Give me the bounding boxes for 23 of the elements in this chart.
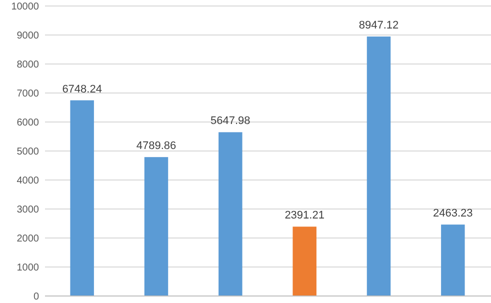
bar: [441, 224, 465, 296]
y-tick-label: 6000: [16, 118, 40, 128]
data-label: 8947.12: [358, 20, 399, 32]
bar: [218, 132, 242, 296]
bar: [144, 157, 168, 296]
y-tick-label: 7000: [16, 88, 40, 100]
y-tick-label: 4000: [16, 176, 40, 186]
y-tick-label: 9000: [16, 30, 40, 42]
y-tick-label: 2000: [16, 234, 40, 244]
data-label: 2391.21: [284, 210, 324, 222]
bar: [70, 100, 94, 296]
bar: [366, 36, 391, 296]
y-tick-label: 10000: [11, 2, 40, 12]
data-label: 4789.86: [136, 140, 176, 152]
data-label: 5647.98: [210, 115, 250, 128]
y-tick-label: 3000: [16, 204, 40, 216]
y-tick-label: 8000: [16, 60, 40, 70]
data-label: 6748.24: [62, 83, 102, 96]
bar: [292, 226, 316, 296]
y-tick-label: 5000: [16, 146, 40, 158]
data-label: 2463.23: [433, 208, 473, 220]
y-tick-label: 0: [33, 292, 40, 302]
y-tick-label: 1000: [16, 262, 40, 274]
